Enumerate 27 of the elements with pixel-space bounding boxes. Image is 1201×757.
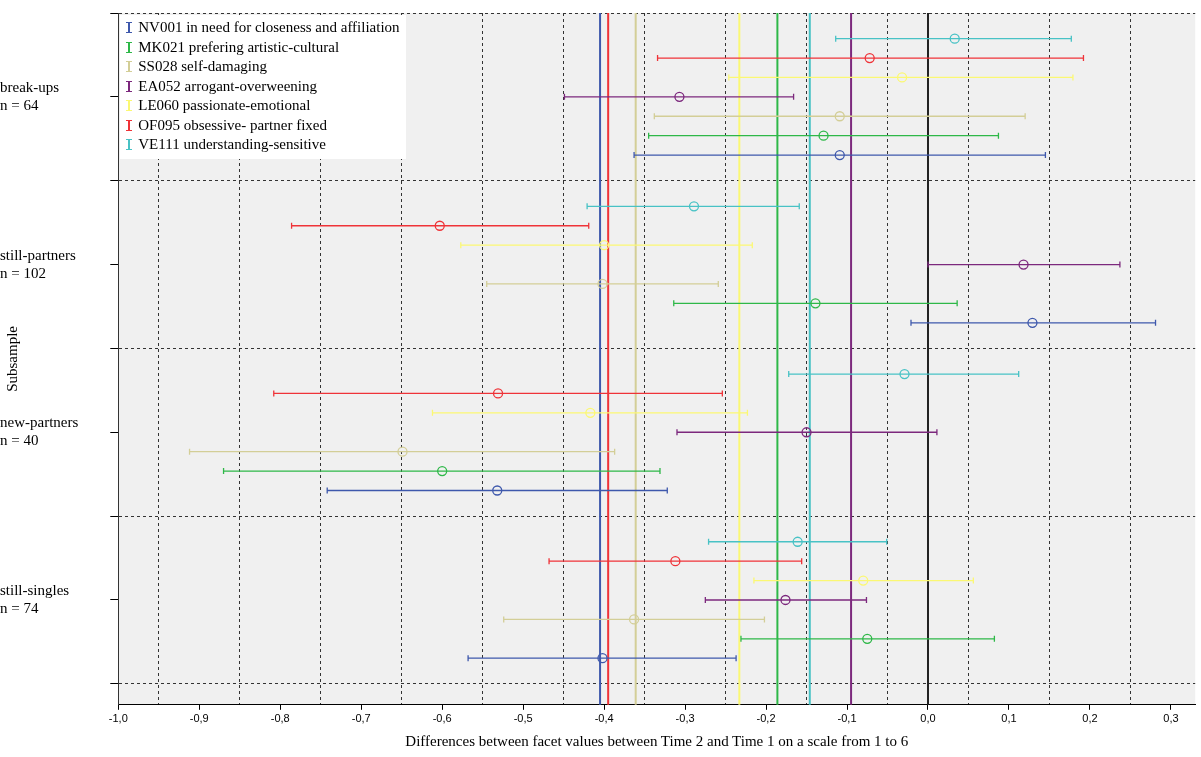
y-tick-label: new-partners n = 40 [0, 414, 79, 449]
y-tick-label: still-singles n = 74 [0, 581, 70, 616]
x-tick-label: -0,2 [756, 712, 776, 725]
x-tick-label: -1,0 [108, 712, 128, 725]
legend-label: LE060 passionate-emotional [138, 97, 311, 115]
x-tick-label: 0,2 [1082, 712, 1098, 725]
legend-label: MK021 prefering artistic-cultural [138, 38, 340, 56]
x-tick-label: 0,3 [1163, 712, 1179, 725]
legend-label: EA052 arrogant-overweening [138, 77, 317, 95]
x-tick-label: 0,1 [1001, 712, 1017, 725]
x-tick-label: -0,9 [189, 712, 209, 725]
legend-label: NV001 in need for closeness and affiliation [138, 19, 400, 37]
y-axis-title: Subsample [3, 325, 20, 392]
x-tick-label: -0,3 [675, 712, 695, 725]
legend-label: VE111 understanding-sensitive [138, 136, 326, 154]
x-tick-label: -0,1 [837, 712, 857, 725]
legend-label: SS028 self-damaging [138, 58, 268, 76]
x-axis-title: Differences between facet values between Time 2 and Time 1 on a scale from 1 to 6 [405, 732, 909, 749]
x-tick-label: -0,4 [594, 712, 614, 725]
y-tick-label: break-ups n = 64 [0, 78, 60, 113]
x-tick-label: -0,7 [351, 712, 371, 725]
x-tick-label: -0,8 [270, 712, 290, 725]
y-tick-label: still-partners n = 102 [0, 246, 76, 281]
x-tick-label: -0,6 [432, 712, 452, 725]
legend-label: OF095 obsessive- partner fixed [138, 116, 327, 134]
x-tick-label: -0,5 [513, 712, 533, 725]
x-tick-label: 0,0 [920, 712, 936, 725]
